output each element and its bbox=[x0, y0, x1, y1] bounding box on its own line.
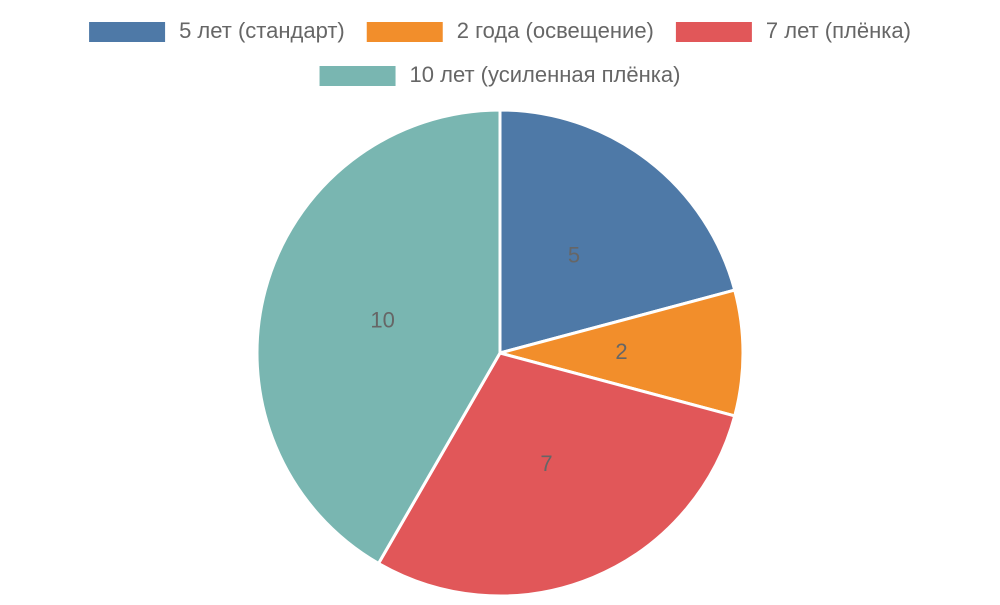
pie: 5 2 7 10 bbox=[255, 108, 745, 598]
data-label: 7 bbox=[540, 451, 552, 476]
data-label: 2 bbox=[615, 339, 627, 364]
legend-item: 10 лет (усиленная плёнка) bbox=[319, 62, 681, 87]
pie-slice bbox=[255, 108, 502, 566]
pie-slice bbox=[376, 351, 737, 598]
legend-swatch bbox=[319, 66, 396, 86]
legend-label: 5 лет (стандарт) bbox=[179, 18, 345, 43]
legend-swatch bbox=[675, 22, 752, 42]
legend-label: 2 года (освещение) bbox=[457, 18, 654, 43]
legend-swatch bbox=[89, 22, 166, 42]
legend-item: 7 лет (плёнка) bbox=[675, 18, 911, 43]
legend-label: 7 лет (плёнка) bbox=[766, 18, 911, 43]
legend-item: 2 года (освещение) bbox=[366, 18, 654, 43]
data-label: 5 bbox=[568, 242, 580, 267]
pie-slice bbox=[498, 108, 737, 355]
legend-swatch bbox=[366, 22, 443, 42]
legend-item: 5 лет (стандарт) bbox=[89, 18, 345, 43]
data-label: 10 bbox=[370, 307, 394, 332]
legend: 5 лет (стандарт) 2 года (освещение) 7 лет … bbox=[89, 18, 911, 87]
pie-slice bbox=[494, 288, 745, 418]
legend-label: 10 лет (усиленная плёнка) bbox=[410, 62, 681, 87]
